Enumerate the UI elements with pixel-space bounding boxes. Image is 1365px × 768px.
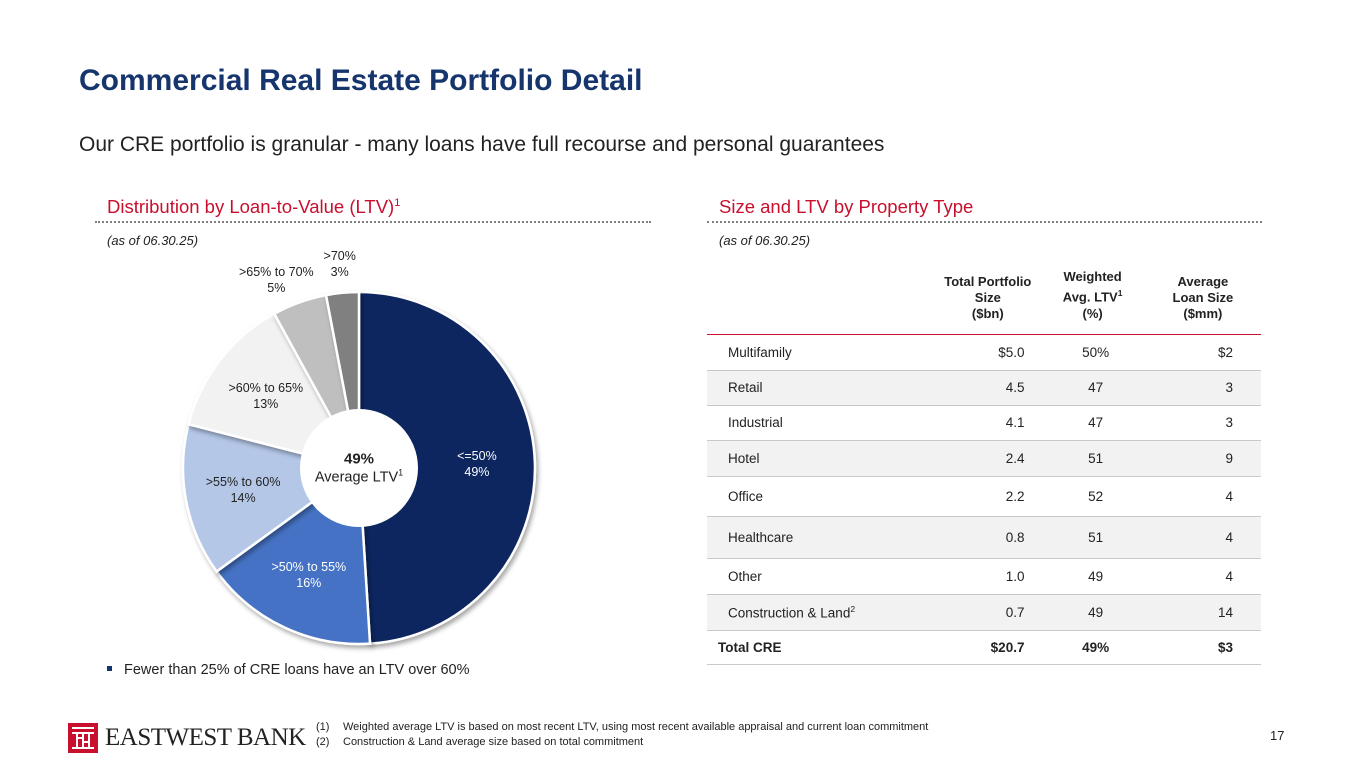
pie-slice-1 [357,290,537,645]
table-total-row: Total CRE $20.7 49% $3 [707,630,1261,665]
total-average-loan-size: $3 [1144,630,1261,665]
table-row: Industrial 4.1 47 3 [707,405,1261,441]
row-portfolio-size: 0.8 [935,516,1041,559]
pie-label-3: >55% to 60% 14% [206,474,281,506]
row-weighted-ltv: 47 [1040,405,1145,441]
row-average-loan-size: 14 [1144,594,1261,631]
pie-label-percent: 49% [464,465,490,480]
pie-label-percent: 14% [230,491,256,506]
row-property-type: Hotel [707,440,936,477]
pie-label-percent: 3% [330,264,349,279]
pie-label-category: >70% [323,248,356,263]
row-average-loan-size: 3 [1144,405,1261,441]
header-weighted-avg-ltv: Weighted Avg. LTV1 (%) [1040,268,1145,335]
pie-label-1: <=50% 49% [457,448,497,480]
row-property-type: Construction & Land2 [707,594,936,631]
eastwest-bank-logo-icon [68,723,98,753]
row-average-loan-size: 4 [1144,558,1261,595]
row-property-type: Healthcare [707,516,936,559]
header-total-portfolio-size: Total Portfolio Size ($bn) [935,268,1041,335]
ltv-distribution-heading: Distribution by Loan-to-Value (LTV)1 [107,196,401,217]
left-divider [95,221,651,223]
table-row: Multifamily $5.0 50% $2 [707,334,1261,371]
pie-label-category: <=50% [457,449,497,464]
pie-label-4: >60% to 65% 13% [228,380,303,412]
pie-label-category: >55% to 60% [205,475,281,490]
table-row: Other 1.0 49 4 [707,558,1261,595]
page-title: Commercial Real Estate Portfolio Detail [79,64,643,97]
row-portfolio-size: 0.7 [935,594,1041,631]
row-weighted-ltv: 51 [1040,440,1145,477]
total-label: Total CRE [707,630,936,665]
pie-label-6: >70% 3% [324,248,356,280]
logo-wordmark: EASTWEST BANK [105,724,306,751]
pie-label-2: >50% to 55% 16% [271,559,346,591]
center-label: Average LTV1 [314,467,404,486]
row-weighted-ltv: 50% [1040,334,1145,371]
ltv-pie-chart [181,290,537,646]
row-average-loan-size: 9 [1144,440,1261,477]
row-property-type: Industrial [707,405,936,441]
right-as-of: (as of 06.30.25) [719,233,811,248]
row-property-type: Retail [707,370,936,406]
row-portfolio-size: 4.1 [935,405,1041,441]
pie-label-category: >65% to 70% [238,265,314,280]
row-property-type: Office [707,476,936,517]
header-blank [707,268,936,335]
row-average-loan-size: 4 [1144,476,1261,517]
left-as-of: (as of 06.30.25) [107,233,199,248]
table-row: Retail 4.5 47 3 [707,370,1261,406]
row-average-loan-size: 4 [1144,516,1261,559]
property-type-table: Total Portfolio Size ($bn) Weighted Avg. LT… [707,268,1261,665]
center-percent: 49% [343,450,375,468]
table-row: Office 2.2 52 4 [707,476,1261,517]
property-type-heading: Size and LTV by Property Type [719,196,974,217]
row-weighted-ltv: 49 [1040,558,1145,595]
pie-center-hole [300,409,418,527]
header-average-loan-size: Average Loan Size ($mm) [1144,268,1261,335]
pie-label-percent: 13% [253,396,279,411]
bullet-square-icon [107,665,112,671]
row-portfolio-size: 4.5 [935,370,1041,406]
average-ltv-center: 49% Average LTV1 [315,451,403,486]
table-row: Healthcare 0.8 51 4 [707,516,1261,559]
pie-label-percent: 5% [267,281,286,296]
row-portfolio-size: 2.2 [935,476,1041,517]
row-average-loan-size: 3 [1144,370,1261,406]
row-property-type: Multifamily [707,334,936,371]
row-weighted-ltv: 52 [1040,476,1145,517]
total-portfolio-size: $20.7 [935,630,1041,665]
table-row: Construction & Land2 0.7 49 14 [707,594,1261,631]
pie-label-category: >60% to 65% [228,380,304,395]
pie-label-percent: 16% [296,575,322,590]
pie-label-5: >65% to 70% 5% [239,264,314,296]
row-portfolio-size: 2.4 [935,440,1041,477]
page-subtitle: Our CRE portfolio is granular - many loa… [79,133,885,156]
page-number: 17 [1270,728,1285,743]
footnote-1: (1) Weighted average LTV is based on most… [316,721,929,733]
row-weighted-ltv: 47 [1040,370,1145,406]
row-portfolio-size: $5.0 [935,334,1041,371]
total-weighted-ltv: 49% [1040,630,1145,665]
table-row: Hotel 2.4 51 9 [707,440,1261,477]
row-weighted-ltv: 49 [1040,594,1145,631]
pie-label-category: >50% to 55% [271,559,347,574]
footnote-2: (2) Construction & Land average size base… [316,736,644,748]
row-portfolio-size: 1.0 [935,558,1041,595]
row-property-type: Other [707,558,936,595]
row-average-loan-size: $2 [1144,334,1261,371]
row-weighted-ltv: 51 [1040,516,1145,559]
ltv-bullet-point: Fewer than 25% of CRE loans have an LTV … [107,662,470,678]
right-divider [707,221,1262,223]
